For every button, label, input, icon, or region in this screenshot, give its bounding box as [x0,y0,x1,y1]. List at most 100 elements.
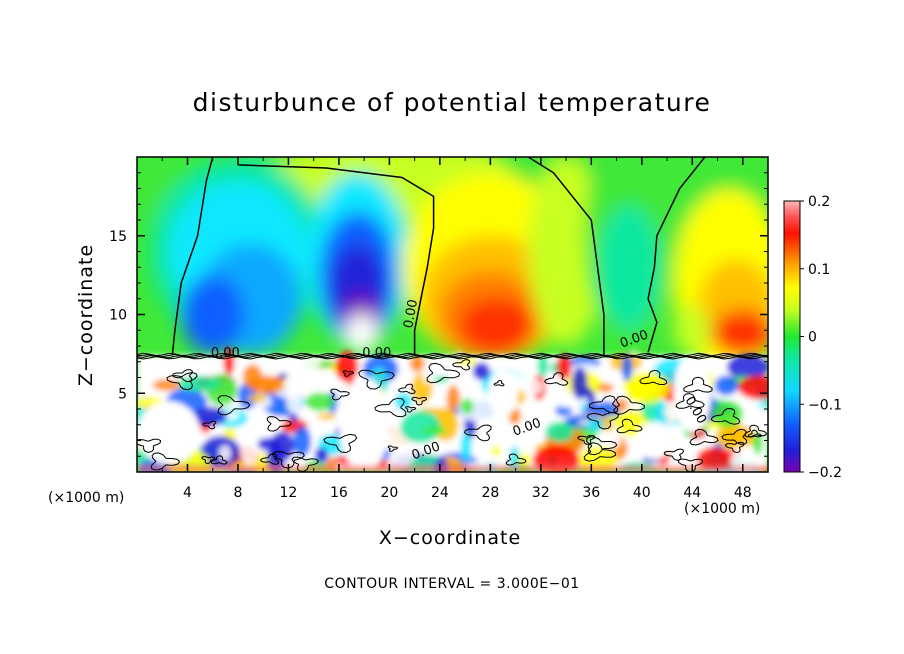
x-unit-label-right: (×1000 m) [684,501,761,517]
contour-label: 0.00 [211,346,240,361]
turbulence-patch [711,400,744,428]
turbulence-contour [616,418,643,434]
turbulence-contour [747,429,762,438]
turbulence-patch [256,437,282,451]
x-tick-label: 20 [380,485,398,501]
turbulence-contour [217,395,251,416]
turbulence-contour [639,369,668,385]
neutral-patch [137,401,201,465]
turbulence-patch [394,392,413,411]
turbulence-patch [714,375,739,396]
turbulence-contour [577,434,596,445]
field-region [528,157,604,346]
colorbar-tick-label: −0.2 [808,465,842,481]
turbulence-patch [247,394,266,403]
turbulence-contour [150,452,181,471]
turbulence-contour [426,362,461,384]
turbulence-patch [299,379,334,387]
turbulence-patch [597,383,614,393]
turbulence-contour [677,458,704,472]
turbulence-contour [493,379,505,387]
turbulence-contour [330,388,350,401]
colorbar-tick-label: 0 [808,330,817,346]
temperature-field [137,157,768,472]
turbulence-patch [684,438,693,468]
x-tick-label: 16 [330,485,348,501]
turbulence-patch [737,375,768,400]
turbulence-contour [137,438,162,453]
turbulence-contour [166,371,198,391]
turbulence-patch [460,431,472,462]
field-region [711,309,768,358]
zero-contour-line [527,157,605,356]
turbulence-patch [218,445,232,462]
neutral-patch [487,369,519,417]
chart-title: disturbunce of potential temperature [192,88,712,117]
contour-label: 0.00 [401,298,421,329]
turbulence-contour [202,420,217,430]
turbulence-patch [509,446,520,472]
turbulence-contour [266,416,292,432]
turbulence-patch [472,362,491,381]
neutral-patch [673,353,712,433]
turbulence-contour [613,395,645,415]
turbulence-contour [272,451,305,469]
x-unit-label-left: (×1000 m) [48,490,125,506]
turbulence-contour [358,369,395,390]
turbulence-contour [588,395,619,414]
turbulence-contour [398,383,416,395]
turbulence-contour [342,370,354,378]
y-tick-label: 10 [109,308,127,324]
turbulence-patch [460,398,474,414]
turbulence-contour [724,441,745,453]
field-region [673,306,712,354]
inversion-contour [137,352,768,357]
x-tick-label: 24 [431,485,449,501]
turbulence-patch [400,410,441,444]
turbulence-contour [721,428,748,445]
colorbar-tick-label: 0.2 [808,194,830,210]
x-tick-label: 36 [582,485,600,501]
turbulence-patch [537,354,549,377]
turbulence-patch [614,398,628,411]
zero-contour-line [647,157,706,353]
turbulence-patch [532,445,580,472]
turbulence-contour [743,424,768,438]
field-region [458,297,535,354]
colorbar-ticks: −0.2 −0.1 0 0.1 0.2 [800,194,842,481]
turbulence-patch [240,434,259,466]
turbulence-patch [288,413,299,422]
x-tick-label: 48 [734,485,752,501]
field-region [345,312,379,354]
inversion-contour [137,353,768,358]
turbulence-patch [152,379,181,391]
bottom-strip [137,465,768,472]
turbulence-patch [492,429,526,437]
turbulence-contour [411,396,428,406]
turbulence-contour [404,406,417,413]
x-tick-label: 8 [233,485,242,501]
turbulence-contour [323,433,358,454]
turbulence-patch [249,375,284,395]
turbulence-patch [421,426,447,435]
turbulence-patch [491,445,502,457]
turbulence-patch [621,353,633,382]
turbulence-patch [578,446,618,472]
colorbar-tick-label: −0.1 [808,397,842,413]
turbulence-contour [586,436,618,456]
turbulence-patch [284,373,298,389]
zero-contour-line [237,164,435,356]
y-tick-label: 15 [109,229,127,245]
colorbar-tick-label: 0.1 [808,262,830,278]
turbulence-patch [305,392,335,412]
turbulence-patch [177,375,222,392]
neutral-patch [338,377,390,472]
turbulence-contour [463,424,492,442]
turbulence-patch [317,413,337,420]
x-tick-label: 44 [683,485,701,501]
x-tick-label: 4 [183,485,192,501]
turbulence-patch [285,381,303,415]
turbulence-patch [457,357,477,366]
